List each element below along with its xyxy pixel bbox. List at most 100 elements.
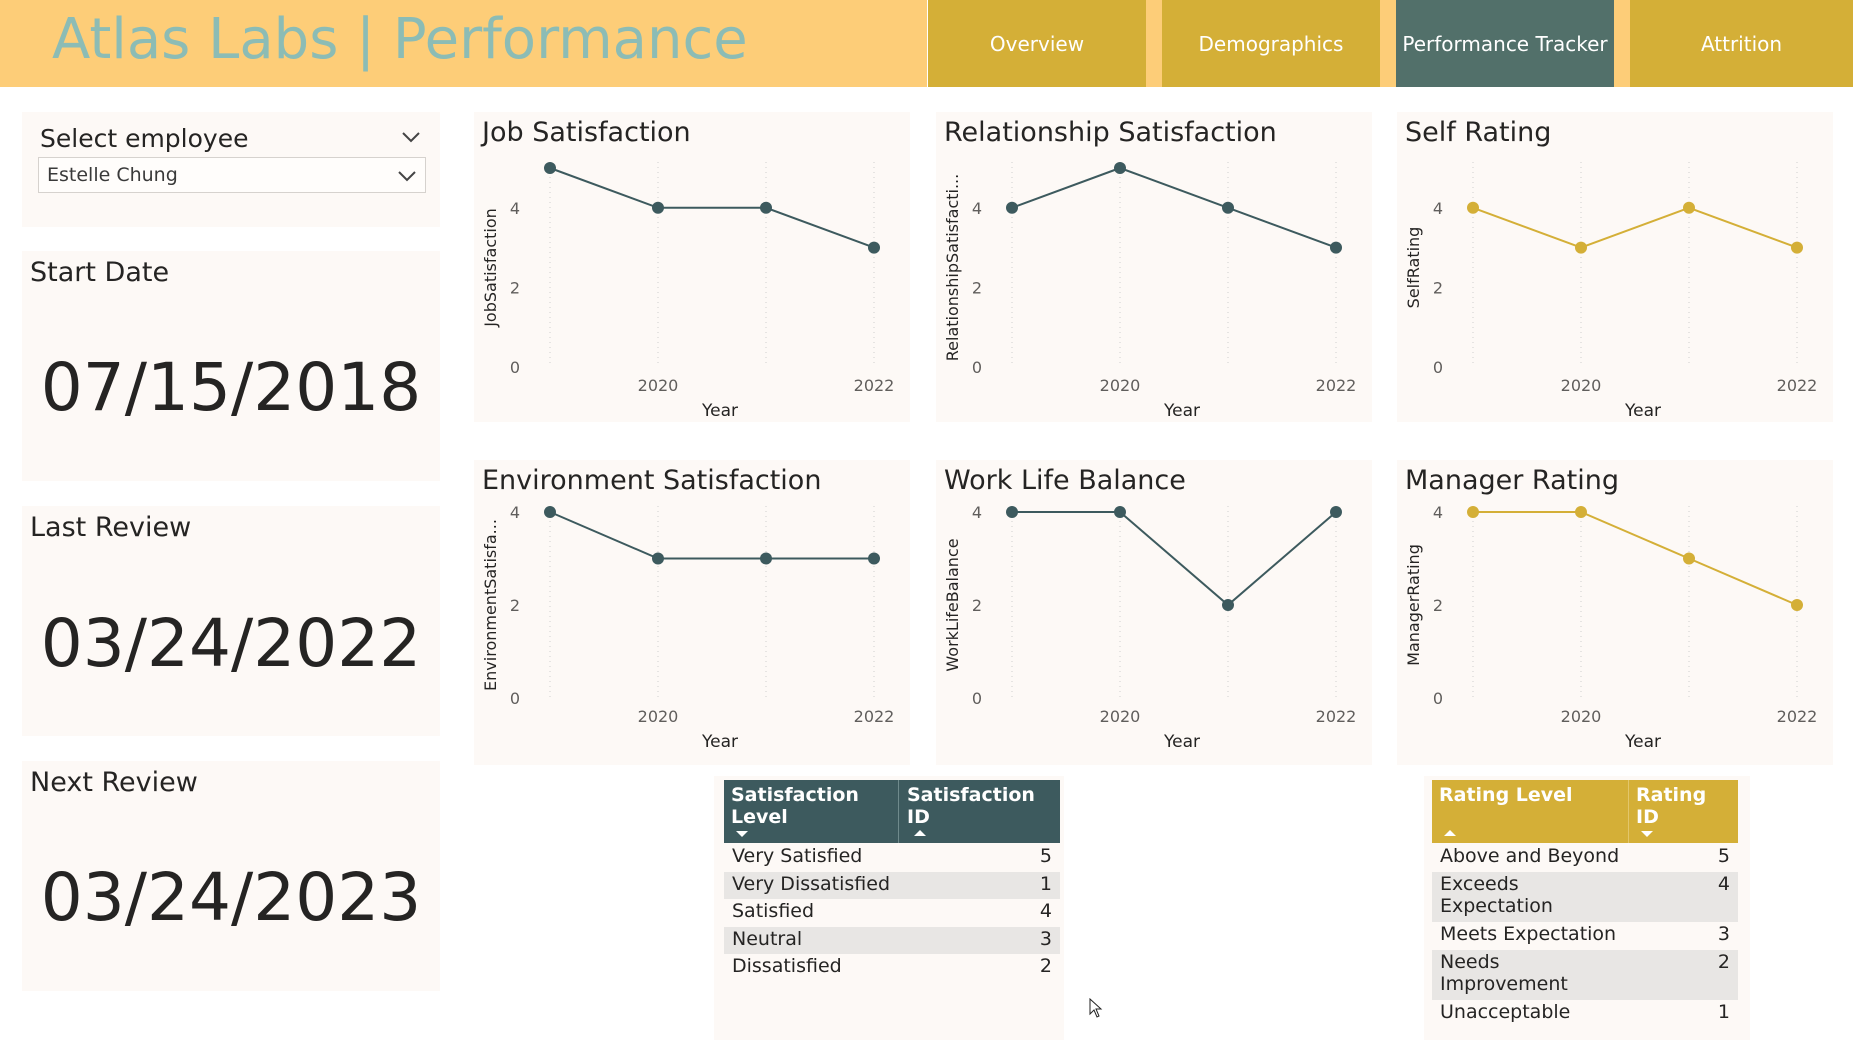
- start-date-value: 07/15/2018: [40, 349, 422, 426]
- chevron-down-icon[interactable]: [400, 126, 422, 148]
- tab-attrition-label: Attrition: [1700, 31, 1783, 56]
- y-axis-label: SelfRating: [1404, 227, 1423, 309]
- data-point: [760, 201, 772, 214]
- tab-demographics[interactable]: Demographics: [1162, 0, 1380, 87]
- y-tick-label: 4: [510, 503, 520, 522]
- next-review-label: Next Review: [30, 767, 198, 798]
- table-row: Exceeds Expectation 4: [1432, 872, 1738, 922]
- job-satisfaction-chart: 0 2 4 2020 2022 Year JobSatisfaction Job Satisf…: [474, 112, 910, 422]
- col-satisfaction-id[interactable]: Satisfaction ID: [907, 784, 1057, 828]
- app-title: Atlas Labs | Performance: [52, 7, 748, 72]
- column-divider: [1628, 780, 1629, 843]
- data-point: [1791, 599, 1803, 611]
- satisfaction-level-cell: Very Dissatisfied: [732, 873, 891, 895]
- series-line: [1012, 511, 1337, 607]
- y-axis-label: WorkLifeBalance: [943, 538, 962, 671]
- data-point: [1222, 599, 1234, 611]
- rating-id-cell: 1: [1717, 1001, 1730, 1023]
- table-row: Needs Improvement 2: [1432, 950, 1738, 1000]
- x-axis-label: Year: [1163, 732, 1200, 752]
- table-row: Very Satisfied 5: [724, 844, 1060, 872]
- table-row: Above and Beyond 5: [1432, 844, 1738, 872]
- y-tick-label: 0: [510, 358, 520, 377]
- environment-satisfaction-chart: 0 2 4 2020 2022 Year EnvironmentSatisfa... Envi…: [474, 460, 910, 765]
- y-tick-label: 0: [972, 689, 982, 708]
- data-point: [1114, 162, 1126, 174]
- satisfaction-id-cell: 2: [1039, 955, 1052, 977]
- col-rating-id[interactable]: Rating ID: [1636, 784, 1736, 828]
- x-axis-label: Year: [1163, 401, 1200, 421]
- y-tick-label: 4: [972, 503, 982, 522]
- start-date-label: Start Date: [30, 257, 170, 288]
- manager-rating-chart: 0 2 4 2020 2022 Year ManagerRating Manager Rati…: [1397, 460, 1833, 765]
- table-row: Dissatisfied 2: [724, 954, 1060, 982]
- chart-title: Job Satisfaction: [482, 117, 691, 148]
- data-point: [1222, 201, 1234, 214]
- chart-plot: 0 2 4 2020 2022 Year ManagerRating: [1404, 503, 1817, 752]
- sort-asc-icon: [914, 830, 926, 836]
- y-tick-label: 2: [1433, 596, 1443, 615]
- x-tick-label: 2020: [1100, 707, 1141, 726]
- header-text: Level: [731, 806, 788, 828]
- y-axis-label: EnvironmentSatisfa...: [481, 519, 500, 691]
- satisfaction-id-cell: 5: [1039, 845, 1052, 867]
- header-bar: Atlas Labs | Performance: [0, 0, 927, 87]
- table-row: Unacceptable 1: [1432, 1000, 1738, 1028]
- rating-id-cell: 4: [1717, 873, 1730, 895]
- chart-title: Work Life Balance: [944, 465, 1186, 496]
- col-rating-level[interactable]: Rating Level: [1439, 784, 1629, 806]
- chart-plot: 0 2 4 2020 2022 Year RelationshipSatisfacti...: [943, 162, 1356, 421]
- rating-table-header: Rating Level Rating ID: [1432, 780, 1738, 843]
- sort-desc-icon: [736, 831, 748, 837]
- rating-level-line: Improvement: [1440, 973, 1568, 995]
- x-axis-label: Year: [1624, 732, 1661, 752]
- sort-asc-icon: [1444, 830, 1456, 836]
- x-tick-label: 2020: [638, 707, 679, 726]
- data-point: [1575, 241, 1587, 254]
- x-axis-label: Year: [1624, 401, 1661, 421]
- tab-performance-tracker[interactable]: Performance Tracker: [1396, 0, 1614, 87]
- employee-dropdown-value: Estelle Chung: [47, 164, 178, 186]
- data-point: [760, 552, 772, 565]
- satisfaction-level-cell: Neutral: [732, 928, 803, 950]
- chart-plot: 0 2 4 2020 2022 Year WorkLifeBalance: [943, 503, 1356, 752]
- chart-title: Self Rating: [1405, 117, 1552, 148]
- col-satisfaction-level[interactable]: Satisfaction Level: [731, 784, 891, 828]
- x-tick-label: 2022: [854, 707, 895, 726]
- satisfaction-level-cell: Satisfied: [732, 900, 815, 922]
- chevron-down-icon: [398, 171, 416, 182]
- header-text: ID: [907, 806, 930, 828]
- series-line: [1472, 206, 1798, 249]
- last-review-label: Last Review: [30, 512, 192, 543]
- x-tick-label: 2020: [1100, 376, 1141, 395]
- employee-dropdown[interactable]: Estelle Chung: [38, 157, 426, 193]
- satisfaction-id-cell: 1: [1039, 873, 1052, 895]
- y-tick-label: 2: [972, 278, 982, 297]
- header-text: Satisfaction: [907, 784, 1035, 806]
- rating-level-cell: Meets Expectation: [1440, 923, 1617, 945]
- rating-id-cell: 3: [1717, 923, 1730, 945]
- chart-title: Environment Satisfaction: [482, 465, 822, 496]
- slicer-title: Select employee: [40, 124, 249, 153]
- tab-overview[interactable]: Overview: [928, 0, 1146, 87]
- series-line: [549, 511, 874, 560]
- satisfaction-level-cell: Very Satisfied: [732, 845, 863, 867]
- y-tick-label: 4: [1433, 503, 1443, 522]
- y-tick-label: 2: [510, 278, 520, 297]
- relationship-satisfaction-chart: 0 2 4 2020 2022 Year RelationshipSatisfacti...…: [936, 112, 1372, 422]
- data-point: [868, 552, 880, 565]
- satisfaction-level-cell: Dissatisfied: [732, 955, 842, 977]
- data-point: [1330, 241, 1342, 254]
- tab-separator: [1380, 0, 1396, 87]
- y-tick-label: 4: [510, 199, 520, 218]
- y-tick-label: 2: [972, 596, 982, 615]
- data-point: [1467, 201, 1479, 214]
- y-tick-label: 0: [972, 358, 982, 377]
- tab-overview-label: Overview: [989, 31, 1085, 56]
- table-row: Neutral 3: [724, 927, 1060, 954]
- start-date-card: Start Date 07/15/2018: [22, 251, 440, 481]
- tab-attrition[interactable]: Attrition: [1630, 0, 1853, 87]
- mouse-pointer-icon: [1089, 998, 1103, 1018]
- rating-table: Rating Level Rating ID Above and Beyond …: [1424, 776, 1750, 1040]
- data-point: [1791, 241, 1803, 254]
